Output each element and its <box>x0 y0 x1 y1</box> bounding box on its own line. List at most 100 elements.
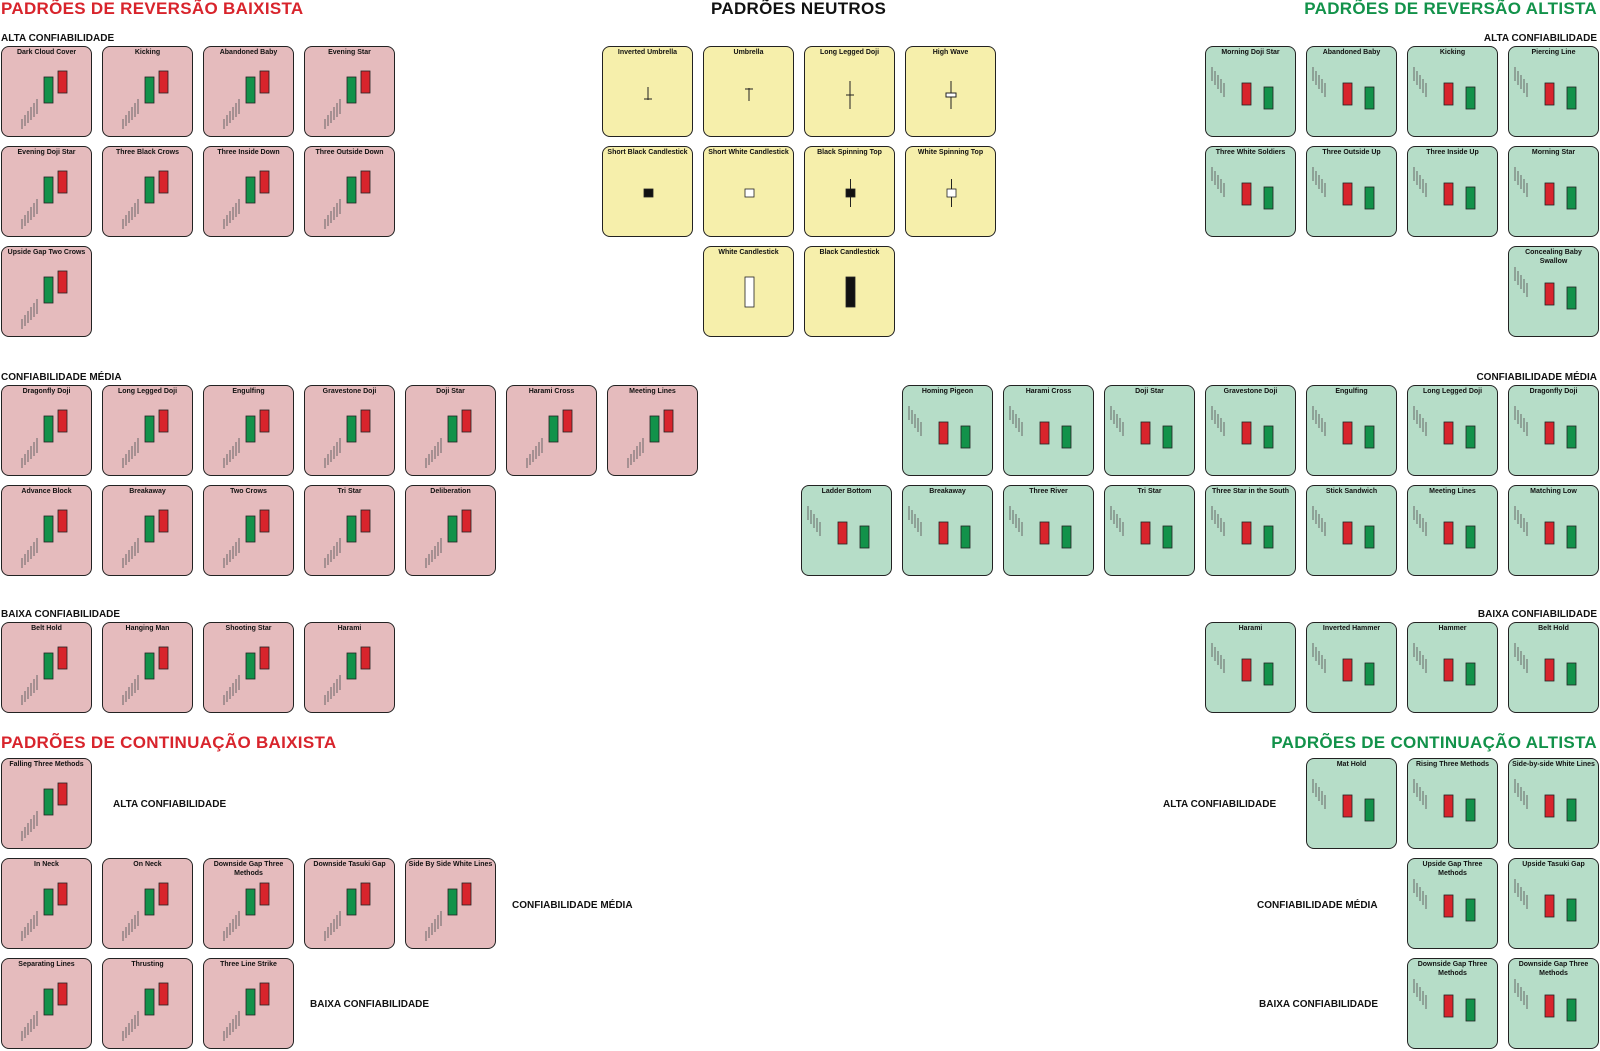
candlestick-illustration <box>807 506 870 549</box>
pattern-card: Belt Hold <box>1508 622 1599 713</box>
pattern-card: Downside Gap Three Methods <box>1407 958 1498 1049</box>
pattern-name: Engulfing <box>1335 388 1368 395</box>
candlestick-illustration <box>223 509 270 568</box>
label-bearish-reversal-low: BAIXA CONFIABILIDADE <box>1 609 121 620</box>
candlestick-illustration <box>21 409 68 468</box>
pattern-name: Dark Cloud Cover <box>16 49 77 56</box>
pattern-name: Gravestone Doji <box>1223 388 1278 395</box>
candlestick-illustration <box>223 70 270 129</box>
pattern-card: Gravestone Doji <box>304 385 395 476</box>
candlestick-illustration <box>21 70 68 129</box>
candlestick-illustration <box>1413 979 1476 1022</box>
candlestick-illustration <box>122 882 169 941</box>
pattern-card: Thrusting <box>102 958 193 1049</box>
pattern-card: Three Outside Up <box>1306 146 1397 237</box>
pattern-card: Dark Cloud Cover <box>1 46 92 137</box>
heading-bullish-continuation: PADRÕES DE CONTINUAÇÃO ALTISTA <box>1271 733 1597 752</box>
candlestick-illustration <box>223 982 270 1041</box>
candlestick-illustration <box>1211 406 1274 449</box>
candlestick-illustration <box>644 87 652 100</box>
label-bullish-reversal-high: ALTA CONFIABILIDADE <box>1483 33 1597 44</box>
pattern-name: Meeting Lines <box>1429 488 1476 495</box>
pattern-card: Harami <box>304 622 395 713</box>
candlestick-illustration <box>1514 267 1577 310</box>
pattern-card: Three Black Crows <box>102 146 193 237</box>
pattern-card: Gravestone Doji <box>1205 385 1296 476</box>
candlestick-illustration <box>1211 167 1274 210</box>
pattern-card: Long Legged Doji <box>102 385 193 476</box>
candlestick-illustration <box>122 170 169 229</box>
candlestick-illustration <box>425 409 472 468</box>
pattern-name: Evening Star <box>328 49 371 56</box>
label-bearish-reversal-medium: CONFIABILIDADE MÉDIA <box>1 372 122 383</box>
pattern-name: Harami <box>1238 625 1263 632</box>
candlestick-illustration <box>845 276 856 308</box>
pattern-card: Side By Side White Lines <box>405 858 496 949</box>
pattern-card: On Neck <box>102 858 193 949</box>
candlestick-illustration <box>846 81 854 109</box>
candlestick-illustration <box>845 179 856 207</box>
candlestick-illustration <box>908 406 971 449</box>
pattern-card: High Wave <box>905 46 996 137</box>
pattern-card: In Neck <box>1 858 92 949</box>
pattern-name: Ladder Bottom <box>821 488 872 495</box>
pattern-card: Dragonfly Doji <box>1508 385 1599 476</box>
candlestick-illustration <box>1514 779 1577 822</box>
pattern-name: Three Inside Up <box>1426 149 1479 156</box>
candlestick-illustration <box>1413 879 1476 922</box>
pattern-name: Falling Three Methods <box>9 761 84 768</box>
pattern-name: White Spinning Top <box>917 149 984 156</box>
label-bullish-continuation-low: BAIXA CONFIABILIDADE <box>1259 999 1379 1010</box>
pattern-name: Morning Star <box>1531 149 1576 156</box>
candlestick-illustration <box>223 409 270 468</box>
pattern-card: Homing Pigeon <box>902 385 993 476</box>
pattern-name: Advance Block <box>21 488 72 495</box>
candlestick-illustration <box>324 70 371 129</box>
pattern-name: Upside Tasuki Gap <box>1522 861 1585 868</box>
candlestick-illustration <box>21 882 68 941</box>
label-bullish-continuation-high: ALTA CONFIABILIDADE <box>1163 799 1277 810</box>
pattern-card: Black Spinning Top <box>804 146 895 237</box>
pattern-card: Evening Doji Star <box>1 146 92 237</box>
candlestick-illustration <box>744 276 755 308</box>
candlestick-illustration <box>1514 67 1577 110</box>
pattern-name: Downside Tasuki Gap <box>313 861 386 868</box>
candlestick-illustration <box>324 882 371 941</box>
pattern-name: Homing Pigeon <box>921 388 974 395</box>
candlestick-illustration <box>122 70 169 129</box>
candlestick-illustration <box>324 409 371 468</box>
pattern-card: Upside Gap Two Crows <box>1 246 92 337</box>
pattern-card: Side-by-side White Lines <box>1508 758 1599 849</box>
candlestick-illustration <box>1514 879 1577 922</box>
heading-bearish-continuation: PADRÕES DE CONTINUAÇÃO BAIXISTA <box>1 733 337 752</box>
pattern-card: Kicking <box>102 46 193 137</box>
pattern-name: Downside Gap Three Methods <box>1518 961 1589 977</box>
pattern-name: Three River <box>1029 488 1068 495</box>
pattern-card: Doji Star <box>1104 385 1195 476</box>
pattern-card: White Spinning Top <box>905 146 996 237</box>
candlestick-illustration <box>1514 167 1577 210</box>
candlestick-illustration <box>122 646 169 705</box>
pattern-name: Inverted Umbrella <box>617 49 678 56</box>
pattern-card: Falling Three Methods <box>1 758 92 849</box>
pattern-card: Shooting Star <box>203 622 294 713</box>
pattern-name: Downside Gap Three Methods <box>1417 961 1488 977</box>
candlestick-illustration <box>526 409 573 468</box>
candlestick-illustration <box>223 170 270 229</box>
label-bearish-continuation-low: BAIXA CONFIABILIDADE <box>310 999 430 1010</box>
label-bearish-reversal-high: ALTA CONFIABILIDADE <box>1 33 115 44</box>
pattern-name: Abandoned Baby <box>219 49 278 56</box>
candlestick-illustration <box>1312 643 1375 686</box>
pattern-card: Three Outside Down <box>304 146 395 237</box>
pattern-card: Tri Star <box>304 485 395 576</box>
pattern-name: Three Inside Down <box>217 149 280 156</box>
pattern-name: Black Candlestick <box>819 249 880 256</box>
pattern-name: Stick Sandwich <box>1325 488 1378 495</box>
label-bullish-reversal-medium: CONFIABILIDADE MÉDIA <box>1476 372 1597 383</box>
pattern-name: Short Black Candlestick <box>607 149 688 156</box>
heading-bullish-reversal: PADRÕES DE REVERSÃO ALTISTA <box>1304 0 1597 18</box>
pattern-card: Short White Candlestick <box>703 146 794 237</box>
pattern-name: On Neck <box>133 861 162 868</box>
pattern-card: Morning Doji Star <box>1205 46 1296 137</box>
candlestick-illustration <box>1312 167 1375 210</box>
